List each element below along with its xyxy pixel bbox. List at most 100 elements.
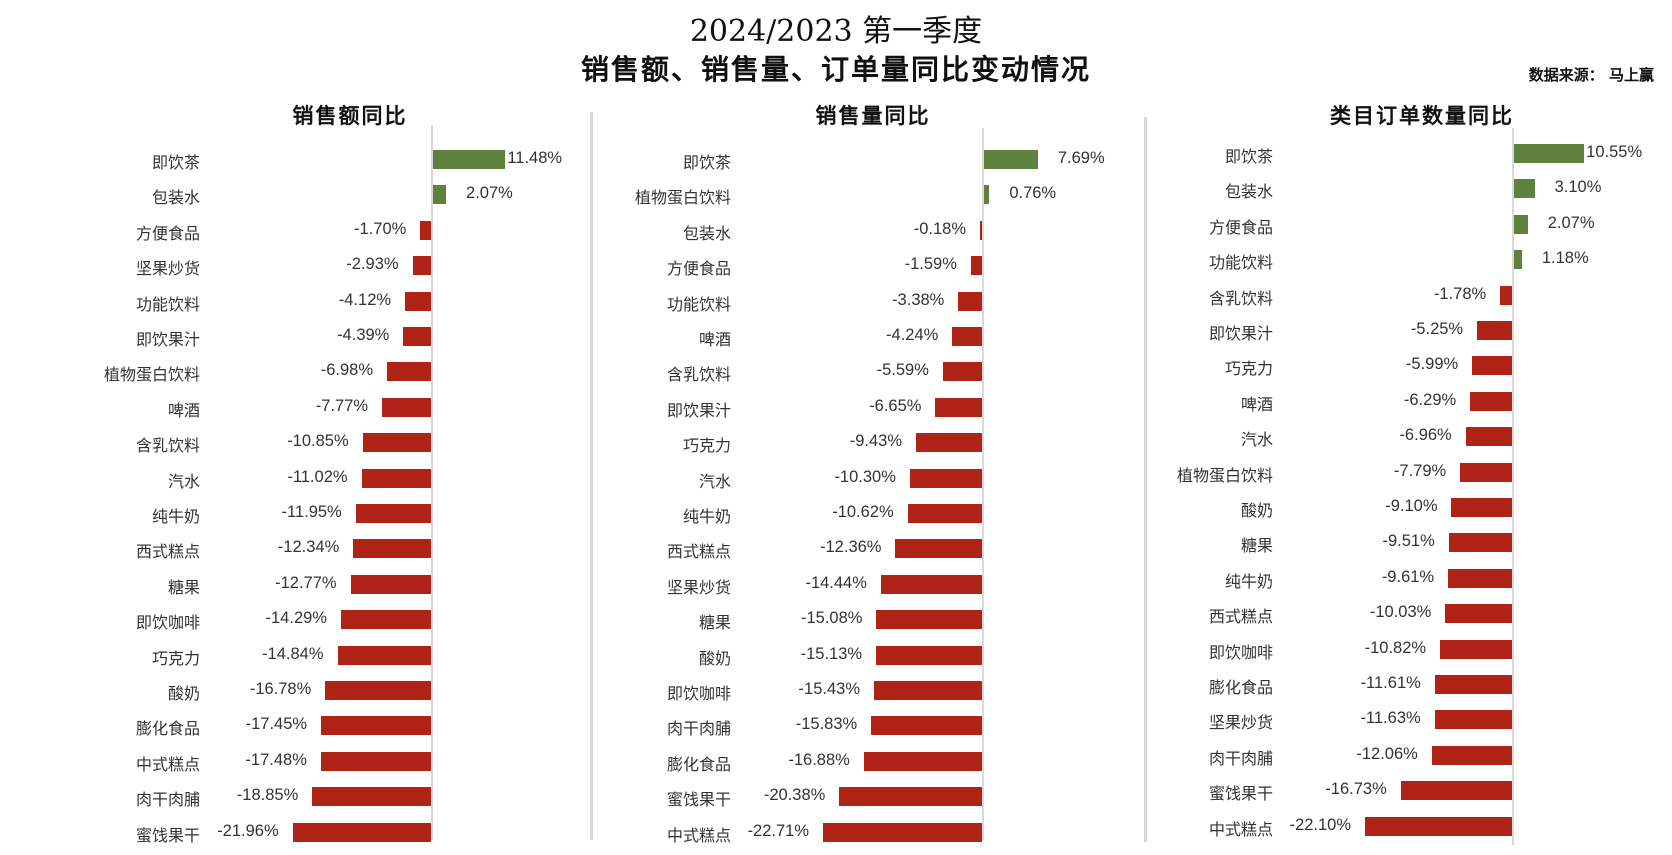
- category-label: 蜜饯果干: [135, 825, 200, 845]
- value-label: -15.13%: [800, 644, 863, 663]
- category-label: 啤酒: [167, 400, 200, 420]
- negative-bar: [292, 822, 431, 842]
- category-label: 膨化食品: [666, 754, 731, 774]
- negative-bar: [1440, 639, 1512, 659]
- negative-bar: [325, 681, 431, 700]
- value-label: -16.73%: [1325, 780, 1387, 799]
- negative-bar: [909, 468, 982, 488]
- value-label: -10.03%: [1369, 603, 1432, 622]
- positive-bar: [433, 185, 447, 205]
- category-label: 功能饮料: [1208, 253, 1273, 273]
- category-label: 巧克力: [151, 648, 200, 668]
- category-label: 方便食品: [135, 223, 200, 243]
- value-label: 0.76%: [1009, 184, 1057, 203]
- value-label: -15.83%: [795, 715, 858, 734]
- chart-title-line1: 2024/2023 第一季度: [689, 14, 983, 49]
- value-label: -10.30%: [834, 467, 896, 486]
- value-label: 2.07%: [466, 184, 513, 203]
- value-label: -5.25%: [1410, 320, 1464, 338]
- category-label: 汽水: [167, 471, 200, 491]
- negative-bar: [1434, 710, 1512, 730]
- category-label: 西式糕点: [135, 542, 200, 562]
- value-label: -11.61%: [1360, 674, 1421, 692]
- category-label: 包装水: [151, 188, 200, 208]
- category-label: 含乳饮料: [666, 365, 731, 385]
- value-label: -12.36%: [820, 538, 882, 557]
- category-label: 即饮果汁: [135, 330, 200, 349]
- positive-bar: [984, 150, 1038, 169]
- value-label: -16.88%: [788, 750, 850, 769]
- value-label: -21.96%: [217, 821, 279, 840]
- category-label: 酸奶: [167, 684, 200, 703]
- positive-bar: [1514, 179, 1535, 199]
- negative-bar: [1448, 568, 1512, 588]
- category-label: 糖果: [167, 577, 200, 597]
- value-label: 2.07%: [1547, 213, 1595, 232]
- category-label: 功能饮料: [135, 294, 200, 314]
- negative-bar: [412, 256, 431, 276]
- category-label: 含乳饮料: [1208, 288, 1273, 308]
- panel-separator-2: [1144, 117, 1147, 842]
- category-label: 糖果: [1240, 536, 1273, 556]
- data-source-note: 数据来源： 马上赢: [1528, 66, 1654, 84]
- sales-amount-yoy-chart: 销售额同比 即饮茶 11.48% 包装水 2.07% 方便食品 -1.70% 坚果炒货 -2.…: [0, 100, 590, 855]
- category-label: 纯牛奶: [1224, 571, 1273, 591]
- negative-bar: [839, 787, 982, 807]
- value-label: -16.78%: [249, 680, 312, 698]
- order-count-yoy-chart: 类目订单数量同比 即饮茶 10.55% 包装水 3.10% 方便食品 2.07% 功能饮料 1…: [1147, 100, 1672, 855]
- value-label: -11.63%: [1360, 709, 1421, 728]
- category-label: 即饮咖啡: [666, 684, 731, 703]
- negative-bar: [970, 256, 982, 276]
- negative-bar: [907, 504, 982, 523]
- category-label: 蜜饯果干: [666, 790, 731, 810]
- value-label: -1.78%: [1433, 284, 1487, 303]
- positive-bar: [984, 185, 990, 205]
- negative-bar: [1477, 321, 1512, 340]
- value-label: 7.69%: [1057, 149, 1105, 167]
- positive-bar: [1514, 144, 1585, 163]
- value-label: -7.79%: [1393, 461, 1447, 480]
- category-label: 中式糕点: [1208, 819, 1273, 839]
- category-label: 纯牛奶: [151, 507, 200, 526]
- value-label: -9.51%: [1382, 532, 1435, 551]
- negative-bar: [382, 397, 431, 417]
- value-label: -1.59%: [904, 255, 957, 274]
- negative-bar: [915, 433, 982, 453]
- category-label: 方便食品: [1208, 217, 1273, 237]
- value-label: -20.38%: [763, 786, 826, 805]
- category-label: 植物蛋白饮料: [634, 188, 731, 208]
- category-label: 包装水: [1224, 182, 1273, 202]
- category-label: 巧克力: [682, 436, 731, 456]
- negative-bar: [895, 539, 982, 559]
- negative-bar: [420, 220, 431, 240]
- negative-bar: [871, 716, 982, 736]
- category-label: 功能饮料: [666, 294, 731, 314]
- category-label: 西式糕点: [1208, 607, 1273, 627]
- negative-bar: [1434, 675, 1512, 694]
- category-label: 汽水: [698, 471, 731, 491]
- sales-volume-yoy-chart: 销售量同比 即饮茶 7.69% 植物蛋白饮料 0.76% 包装水 -0.18% 方便食品 -1…: [593, 100, 1144, 855]
- category-label: 即饮咖啡: [135, 613, 200, 633]
- negative-bar: [1470, 391, 1512, 411]
- category-label: 中式糕点: [135, 754, 200, 774]
- value-label: -22.10%: [1289, 815, 1352, 834]
- negative-bar: [1400, 781, 1512, 801]
- negative-bar: [958, 291, 982, 311]
- value-label: -4.39%: [337, 326, 390, 344]
- panel-title: 销售额同比: [292, 103, 408, 128]
- category-label: 酸奶: [1240, 501, 1273, 520]
- negative-bar: [1460, 462, 1512, 482]
- negative-bar: [1365, 816, 1512, 836]
- negative-bar: [823, 822, 982, 842]
- category-label: 坚果炒货: [1208, 713, 1273, 733]
- value-label: -9.43%: [849, 432, 902, 451]
- value-label: -9.10%: [1385, 497, 1438, 515]
- negative-bar: [863, 751, 982, 771]
- value-label: -5.59%: [876, 361, 929, 380]
- category-label: 即饮茶: [1224, 147, 1273, 166]
- negative-bar: [320, 751, 431, 771]
- category-label: 膨化食品: [1208, 678, 1273, 697]
- negative-bar: [1431, 745, 1512, 765]
- zero-axis-line: [1512, 128, 1514, 845]
- zero-axis-line: [431, 125, 433, 840]
